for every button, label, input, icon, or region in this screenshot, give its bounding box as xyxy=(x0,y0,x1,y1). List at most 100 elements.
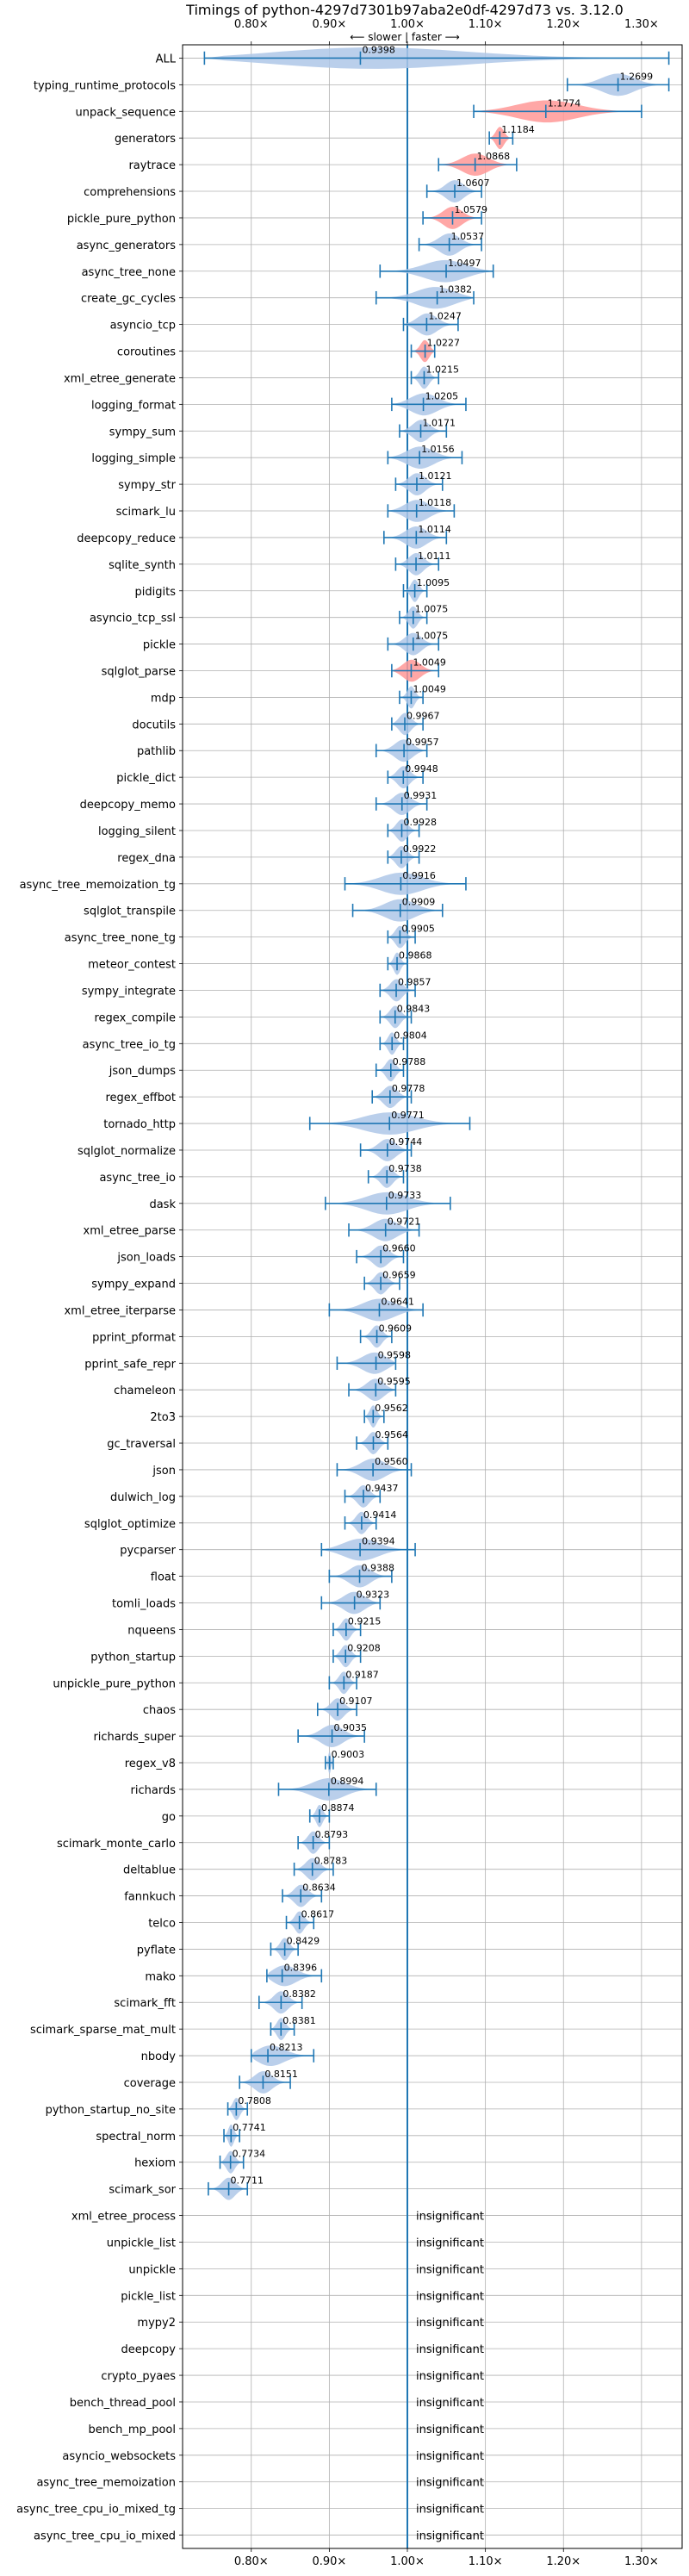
plot-frame xyxy=(182,44,683,2549)
benchmark-label: mako xyxy=(145,1970,176,1983)
benchmark-label: xml_etree_generate xyxy=(64,372,176,385)
value-label: 1.0075 xyxy=(415,631,449,642)
insignificant-label: insignificant xyxy=(416,2450,484,2463)
benchmark-label: asyncio_websockets xyxy=(62,2450,176,2463)
value-label: 0.8783 xyxy=(314,1856,348,1867)
value-label: 0.8793 xyxy=(315,1829,349,1840)
benchmark-label: coroutines xyxy=(117,346,176,359)
benchmark-label: ALL xyxy=(156,53,177,65)
benchmark-label: scimark_lu xyxy=(116,506,176,519)
value-label: 0.9660 xyxy=(382,1243,416,1254)
value-label: 0.7741 xyxy=(233,2122,266,2133)
benchmark-label: tomli_loads xyxy=(112,1598,176,1611)
benchmark-label: tornado_http xyxy=(103,1118,176,1131)
benchmark-label: sqlglot_parse xyxy=(102,666,176,679)
value-label: 0.9560 xyxy=(375,1456,408,1467)
benchmark-label: bench_mp_pool xyxy=(88,2424,176,2436)
value-label: 0.9107 xyxy=(339,1696,373,1707)
value-label: 0.9035 xyxy=(334,1722,368,1733)
insignificant-label: insignificant xyxy=(416,2211,484,2224)
benchmark-label: dulwich_log xyxy=(110,1491,176,1504)
value-label: 1.0049 xyxy=(413,683,446,694)
insignificant-label: insignificant xyxy=(416,2530,484,2543)
value-label: 1.0118 xyxy=(419,497,451,508)
benchmark-label: deepcopy xyxy=(121,2343,176,2356)
value-label: 0.9843 xyxy=(397,1003,431,1014)
benchmark-label: telco xyxy=(148,1918,176,1931)
benchmark-label: gc_traversal xyxy=(107,1438,176,1451)
benchmark-label: pickle_list xyxy=(121,2290,176,2303)
value-label: 1.0497 xyxy=(448,258,481,269)
value-label: 1.0227 xyxy=(427,338,461,349)
value-label: 0.9595 xyxy=(377,1376,411,1387)
value-label: 0.8874 xyxy=(321,1802,355,1814)
value-label: 0.9744 xyxy=(389,1136,423,1148)
insignificant-label: insignificant xyxy=(416,2317,484,2330)
value-label: 1.0111 xyxy=(418,551,451,562)
value-label: 0.8151 xyxy=(264,2069,298,2080)
benchmark-label: pycparser xyxy=(120,1545,176,1558)
benchmark-label: sqlglot_optimize xyxy=(84,1518,176,1531)
value-label: 0.9398 xyxy=(362,44,395,55)
benchmark-label: asyncio_tcp xyxy=(110,320,176,333)
benchmark-label: sqlglot_transpile xyxy=(84,905,176,918)
benchmark-label: comprehensions xyxy=(84,186,176,199)
value-label: 0.7734 xyxy=(233,2149,266,2160)
value-label: 0.8213 xyxy=(270,2042,303,2053)
bottom-x-tick-label: 1.00× xyxy=(390,2555,425,2568)
benchmark-label: async_tree_none xyxy=(82,266,176,279)
top-x-tick-label: 0.90× xyxy=(312,18,346,31)
chart-subtitle: ⟵ slower | faster ⟶ xyxy=(350,31,460,43)
benchmark-label: docutils xyxy=(132,719,176,731)
benchmark-label: dask xyxy=(149,1198,176,1211)
value-label: 0.9957 xyxy=(406,737,439,748)
value-label: 0.9641 xyxy=(381,1296,414,1307)
benchmark-label: unpickle xyxy=(128,2263,176,2276)
value-label: 0.9215 xyxy=(348,1615,382,1627)
benchmark-label: go xyxy=(162,1811,176,1824)
value-label: 1.0075 xyxy=(415,604,449,615)
top-x-tick-label: 1.30× xyxy=(624,18,659,31)
value-label: 1.0156 xyxy=(421,444,455,455)
benchmark-label: async_tree_none_tg xyxy=(65,932,176,945)
value-label: 0.8429 xyxy=(287,1935,320,1946)
value-label: 1.0215 xyxy=(425,364,459,375)
benchmark-label: async_tree_memoization xyxy=(36,2477,176,2490)
benchmark-label: regex_compile xyxy=(94,1011,176,1024)
benchmark-label: scimark_sor xyxy=(109,2184,176,2197)
bottom-x-tick-label: 1.20× xyxy=(546,2555,580,2568)
insignificant-label: insignificant xyxy=(416,2237,484,2249)
value-label: 0.9208 xyxy=(347,1642,381,1653)
value-label: 0.9909 xyxy=(402,897,436,908)
value-label: 1.0049 xyxy=(413,657,446,669)
benchmark-label: logging_silent xyxy=(98,825,176,838)
value-label: 1.0205 xyxy=(425,390,459,401)
benchmark-label: deltablue xyxy=(123,1864,176,1877)
value-label: 0.9931 xyxy=(404,790,438,801)
benchmark-label: deepcopy_reduce xyxy=(77,532,176,545)
benchmark-label: sqlite_synth xyxy=(109,559,176,572)
value-label: 0.9967 xyxy=(407,710,440,721)
benchmark-label: 2to3 xyxy=(150,1411,176,1424)
insignificant-label: insignificant xyxy=(416,2343,484,2356)
benchmark-label: json xyxy=(152,1465,176,1478)
value-label: 1.0607 xyxy=(456,177,490,189)
value-label: 0.8381 xyxy=(282,2015,316,2026)
value-label: 1.0579 xyxy=(454,204,487,215)
benchmark-label: sympy_sum xyxy=(109,426,176,439)
insignificant-label: insignificant xyxy=(416,2263,484,2276)
insignificant-label: insignificant xyxy=(416,2424,484,2436)
value-label: 1.2699 xyxy=(620,71,654,82)
benchmark-label: regex_dna xyxy=(117,852,176,865)
bottom-x-tick-label: 1.10× xyxy=(469,2555,503,2568)
insignificant-label: insignificant xyxy=(416,2504,484,2517)
bottom-x-tick-label: 0.80× xyxy=(234,2555,269,2568)
benchmark-label: sympy_expand xyxy=(91,1279,176,1291)
value-label: 0.9394 xyxy=(362,1536,395,1547)
benchmark-label: coverage xyxy=(124,2077,176,2090)
value-label: 0.9928 xyxy=(403,817,437,828)
benchmark-label: scimark_sparse_mat_mult xyxy=(30,2024,176,2037)
value-label: 0.9187 xyxy=(345,1669,379,1680)
benchmark-label: scimark_monte_carlo xyxy=(57,1838,176,1851)
value-label: 1.0247 xyxy=(428,311,462,322)
